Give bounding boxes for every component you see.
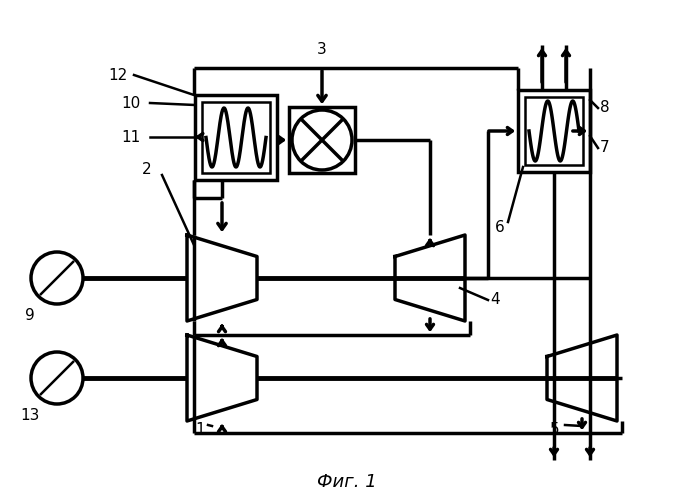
- Text: 2: 2: [142, 162, 152, 178]
- Text: 4: 4: [490, 292, 500, 308]
- Text: 13: 13: [20, 408, 40, 422]
- Text: 9: 9: [25, 308, 35, 322]
- Bar: [202, 102, 270, 173]
- Bar: [518, 90, 590, 172]
- Text: 7: 7: [600, 140, 610, 156]
- Text: 6: 6: [495, 220, 505, 236]
- Text: 8: 8: [600, 100, 610, 116]
- Text: 11: 11: [122, 130, 140, 144]
- Bar: [195, 95, 277, 180]
- Text: Фиг. 1: Фиг. 1: [317, 473, 377, 491]
- Bar: [525, 97, 583, 165]
- Bar: [289, 107, 355, 173]
- Text: 3: 3: [317, 42, 327, 58]
- Text: 10: 10: [122, 96, 140, 110]
- Text: 1: 1: [195, 422, 205, 438]
- Text: 12: 12: [108, 68, 128, 82]
- Text: 5: 5: [550, 422, 559, 438]
